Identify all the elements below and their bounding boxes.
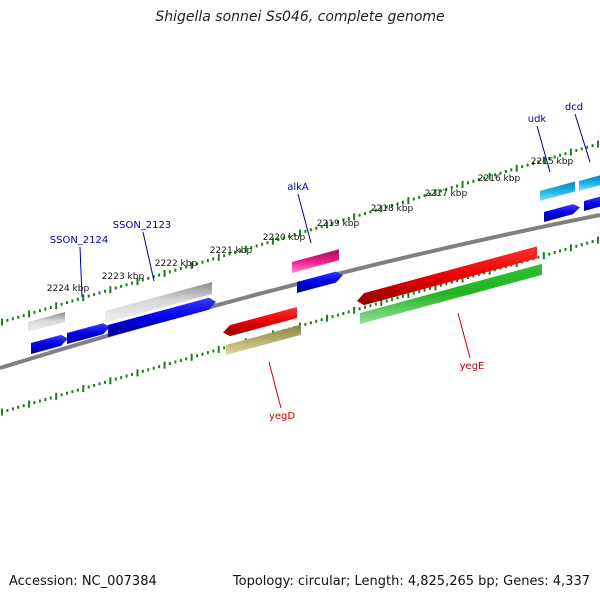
gene-label-line [536, 125, 551, 173]
gene-labels: dcd udk alkA SSON_2123 SSON_2124 yegD yegE [50, 102, 583, 422]
gene-feature-cyan [579, 175, 600, 191]
genome-info-label: Topology: circular; Length: 4,825,265 bp… [232, 574, 590, 589]
scale-labels: 2215 kbp 2216 kbp 2217 kbp 2218 kbp 2219 kbp… [47, 157, 574, 294]
gene-feature-red [223, 307, 297, 337]
gene-label: SSON_2124 [50, 235, 109, 246]
scale-label: 2215 kbp [531, 157, 574, 167]
gene-label-line [297, 193, 312, 244]
gene-feature-blue [297, 271, 343, 293]
gene-feature-blue [584, 196, 600, 211]
gene-label: udk [528, 114, 547, 125]
gene-feature-grey [28, 312, 65, 332]
scale-label: 2219 kbp [317, 219, 360, 229]
gene-features [28, 175, 600, 355]
gene-label-line [268, 361, 282, 409]
scale-label: 2224 kbp [47, 284, 90, 294]
gene-feature-green [360, 263, 542, 324]
gene-feature-blue [31, 334, 68, 354]
scale-label: 2218 kbp [371, 204, 414, 214]
gene-label-line [79, 246, 83, 298]
gene-label-line [142, 231, 155, 282]
gene-label-line [574, 113, 591, 163]
gene-feature-blue [108, 297, 216, 337]
gene-feature-red [357, 246, 537, 306]
gene-label: dcd [565, 102, 583, 113]
scale-label: 2220 kbp [263, 233, 306, 243]
scale-label: 2222 kbp [155, 259, 198, 269]
accession-label: Accession: NC_007384 [9, 574, 157, 589]
scale-ticks-lower [1, 236, 599, 416]
gene-label-lines [79, 113, 591, 409]
scale-label: 2223 kbp [102, 272, 145, 282]
scale-ticks-upper [1, 140, 599, 326]
gene-label: alkA [287, 182, 309, 193]
gene-feature-blue [67, 323, 110, 344]
scale-label: 2216 kbp [478, 174, 521, 184]
gene-label: SSON_2123 [113, 220, 172, 231]
gene-label: yegE [460, 361, 485, 372]
gene-feature-olive [226, 324, 301, 355]
scale-label: 2217 kbp [425, 189, 468, 199]
gene-feature-magenta [292, 249, 339, 273]
gene-label: yegD [269, 411, 295, 422]
gene-feature-grey [105, 282, 212, 323]
scale-label: 2221 kbp [210, 246, 253, 256]
gene-feature-blue [544, 204, 580, 222]
map-title: Shigella sonnei Ss046, complete genome [155, 9, 445, 25]
gene-feature-cyan [540, 181, 575, 201]
gene-label-line [457, 312, 471, 359]
